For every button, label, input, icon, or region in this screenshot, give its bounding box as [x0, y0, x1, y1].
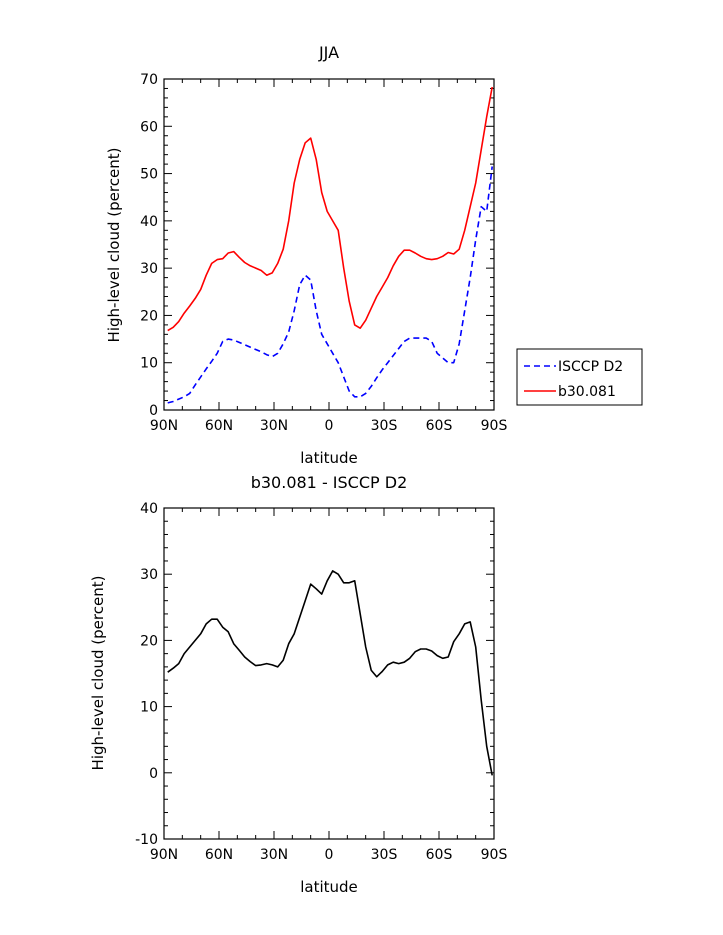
- top-x-tick-label: 0: [325, 418, 334, 434]
- bottom-x-tick-label: 0: [325, 847, 334, 863]
- top-y-axis-label: High-level cloud (percent): [105, 148, 123, 343]
- top-x-tick-label: 60N: [205, 418, 233, 434]
- bottom-x-tick-label: 60S: [426, 847, 453, 863]
- top-x-tick-label: 90S: [481, 418, 508, 434]
- bottom-chart-title: b30.081 - ISCCP D2: [251, 473, 408, 492]
- bottom-x-tick-label: 90N: [150, 847, 178, 863]
- top-chart-series: [167, 86, 493, 404]
- top-axis-ticks: 90N 60N 30N 0 30S 60S 90S 0 10 20 30 40 50 60 70: [140, 72, 507, 434]
- top-x-tick-label: 60S: [426, 418, 453, 434]
- top-series-line-isccp-d2: [167, 166, 493, 404]
- bottom-y-axis-label: High-level cloud (percent): [89, 576, 107, 771]
- top-y-tick-label: 40: [140, 214, 158, 230]
- top-y-tick-label: 50: [140, 167, 158, 183]
- bottom-chart-series: [167, 570, 493, 776]
- top-y-tick-label: 20: [140, 308, 158, 324]
- legend-box: [516, 348, 643, 406]
- top-chart-panel: JJA High-level cloud (percent) latitude …: [105, 43, 507, 467]
- bottom-chart-panel: b30.081 - ISCCP D2 High-level cloud (per…: [89, 473, 507, 896]
- bottom-plot-frame: [163, 507, 495, 840]
- bottom-x-tick-label: 90S: [481, 847, 508, 863]
- bottom-y-tick-label: 20: [140, 633, 158, 649]
- legend-label-isccp: ISCCP D2: [558, 359, 623, 375]
- bottom-series-line-difference: [167, 570, 493, 776]
- bottom-x-axis-label: latitude: [300, 878, 358, 896]
- legend: ISCCP D2 b30.081: [516, 348, 643, 406]
- top-chart-title: JJA: [318, 43, 339, 62]
- legend-label-b30: b30.081: [558, 384, 616, 400]
- bottom-y-tick-label: 10: [140, 700, 158, 716]
- bottom-x-tick-label: 30N: [260, 847, 288, 863]
- top-y-tick-label: 0: [149, 403, 158, 419]
- top-series-line-b30-081: [167, 86, 493, 332]
- bottom-x-tick-label: 30S: [371, 847, 398, 863]
- bottom-y-tick-label: 40: [140, 501, 158, 517]
- top-y-tick-label: 70: [140, 72, 158, 88]
- bottom-axis-ticks: 90N 60N 30N 0 30S 60S 90S -10 0 10 20 30 40: [135, 501, 507, 863]
- top-y-tick-label: 10: [140, 356, 158, 372]
- top-x-axis-label: latitude: [300, 449, 358, 467]
- bottom-x-tick-label: 60N: [205, 847, 233, 863]
- top-y-tick-label: 30: [140, 261, 158, 277]
- top-plot-frame: [163, 78, 495, 411]
- top-x-tick-label: 30N: [260, 418, 288, 434]
- top-x-tick-label: 30S: [371, 418, 398, 434]
- top-y-tick-label: 60: [140, 119, 158, 135]
- bottom-y-tick-label: 30: [140, 567, 158, 583]
- top-x-tick-label: 90N: [150, 418, 178, 434]
- bottom-y-tick-label: -10: [135, 832, 158, 848]
- bottom-y-tick-label: 0: [149, 766, 158, 782]
